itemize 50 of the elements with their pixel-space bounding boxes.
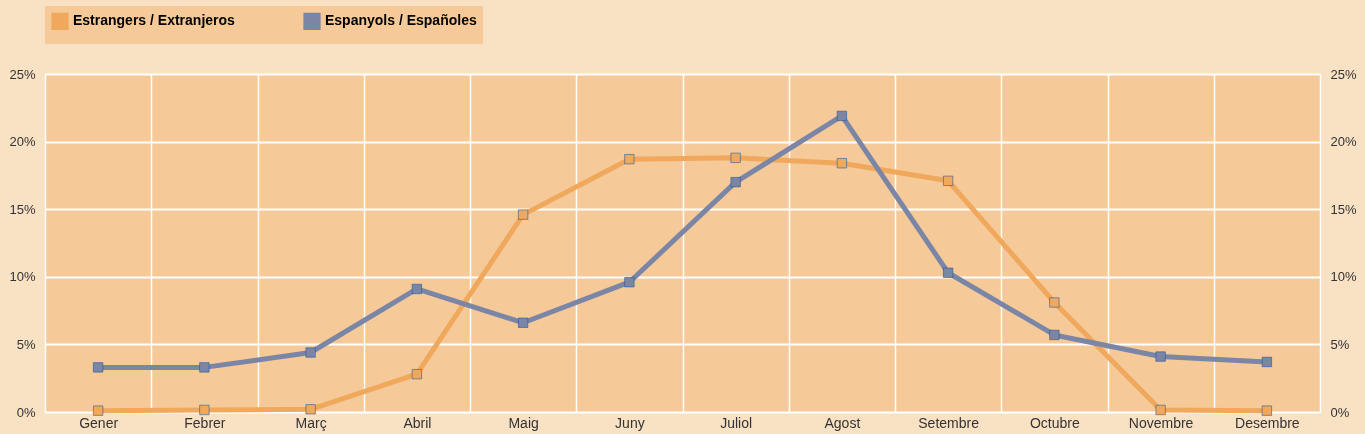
- point: [1049, 329, 1060, 340]
- x-tick-label: Octubre: [1029, 414, 1080, 431]
- point: [518, 317, 529, 328]
- y-tick-label: 25%: [9, 66, 36, 82]
- point: [305, 404, 316, 415]
- y2-tick-label: 0%: [1330, 404, 1350, 420]
- point: [305, 347, 316, 358]
- x-tick-label: Desembre: [1235, 414, 1300, 431]
- y-tick-label: 20%: [9, 134, 36, 150]
- x-tick-label: Gener: [79, 414, 119, 431]
- point: [624, 277, 635, 288]
- y2-tick-label: 20%: [1330, 134, 1357, 150]
- legend-label: Estrangers / Extranjeros: [73, 12, 236, 29]
- x-tick-label: Novembre: [1128, 414, 1194, 431]
- y-tick-label: 5%: [16, 336, 36, 352]
- y2-tick-label: 15%: [1330, 201, 1357, 217]
- point: [411, 369, 422, 380]
- x-tick-label: Juny: [615, 414, 645, 431]
- point: [93, 362, 104, 373]
- y2-tick-label: 10%: [1330, 269, 1357, 285]
- y-tick-label: 0%: [16, 404, 36, 420]
- point: [730, 152, 741, 163]
- point: [411, 283, 422, 294]
- point: [1261, 405, 1272, 416]
- y-tick-label: 15%: [9, 201, 36, 217]
- y2-tick-label: 5%: [1330, 336, 1350, 352]
- x-tick-label: Juliol: [720, 414, 753, 431]
- y2-tick-label: 25%: [1330, 66, 1357, 82]
- x-tick-label: Agost: [824, 414, 861, 431]
- point: [1261, 356, 1272, 367]
- point: [199, 362, 210, 373]
- point: [836, 158, 847, 169]
- x-tick-label: Abril: [403, 414, 432, 431]
- point: [93, 405, 104, 416]
- point: [518, 209, 529, 220]
- point: [1049, 297, 1060, 308]
- x-tick-label: Febrer: [184, 414, 226, 431]
- point: [943, 175, 954, 186]
- x-tick-label: Març: [295, 414, 327, 431]
- x-tick-label: Setembre: [918, 414, 980, 431]
- point: [1155, 351, 1166, 362]
- point: [199, 404, 210, 415]
- point: [836, 110, 847, 121]
- point: [1155, 404, 1166, 415]
- y-tick-label: 10%: [9, 269, 36, 285]
- legend-label: Espanyols / Españoles: [325, 12, 477, 29]
- point: [730, 177, 741, 188]
- point: [624, 154, 635, 165]
- point: [943, 267, 954, 278]
- x-tick-label: Maig: [508, 414, 539, 431]
